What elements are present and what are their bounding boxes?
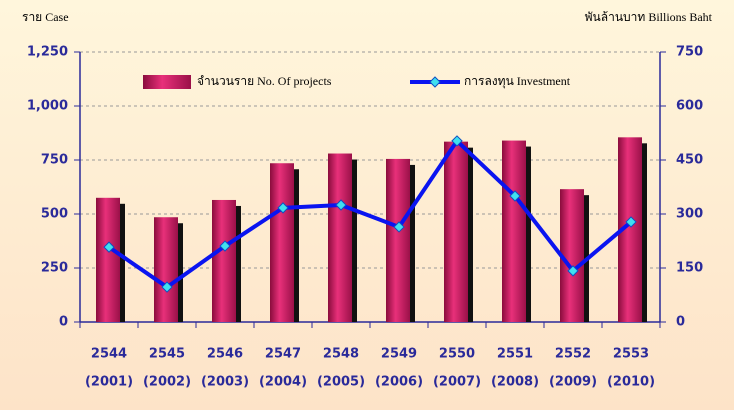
y2-tick-label: 600 bbox=[676, 99, 703, 114]
x-tick-label: (2007) bbox=[433, 375, 481, 390]
line-marker bbox=[567, 265, 579, 277]
x-tick-label: (2008) bbox=[491, 375, 539, 390]
bar bbox=[328, 153, 352, 322]
y-tick-label: 1,250 bbox=[27, 45, 68, 60]
x-tick-label: 2547 bbox=[265, 347, 301, 362]
y2-tick-label: 0 bbox=[676, 315, 685, 330]
y-tick-label: 1,000 bbox=[27, 99, 68, 114]
x-tick-label: (2005) bbox=[317, 375, 365, 390]
x-tick-label: 2546 bbox=[207, 347, 243, 362]
line-marker bbox=[625, 216, 637, 228]
y2-tick-label: 450 bbox=[676, 153, 703, 168]
bar bbox=[444, 141, 468, 322]
bar bbox=[154, 217, 178, 322]
x-tick-label: 2545 bbox=[149, 347, 185, 362]
x-tick-label: 2544 bbox=[91, 347, 127, 362]
y-tick-label: 750 bbox=[41, 153, 68, 168]
y2-tick-label: 300 bbox=[676, 207, 703, 222]
x-tick-label: (2002) bbox=[143, 375, 191, 390]
bar bbox=[96, 197, 120, 322]
y-tick-label: 500 bbox=[41, 207, 68, 222]
line-marker bbox=[161, 281, 173, 293]
bar bbox=[560, 189, 584, 322]
line-marker bbox=[277, 202, 289, 214]
bar bbox=[270, 163, 294, 322]
legend-swatch bbox=[143, 75, 191, 89]
line-marker bbox=[335, 199, 347, 211]
y-tick-label: 0 bbox=[59, 315, 68, 330]
x-tick-label: 2553 bbox=[613, 347, 649, 362]
y2-tick-label: 150 bbox=[676, 261, 703, 276]
x-tick-label: (2001) bbox=[85, 375, 133, 390]
bar bbox=[212, 199, 236, 322]
line-marker bbox=[451, 135, 463, 147]
y2-tick-label: 750 bbox=[676, 45, 703, 60]
x-tick-label: (2006) bbox=[375, 375, 423, 390]
x-tick-label: (2010) bbox=[607, 375, 655, 390]
x-tick-label: 2551 bbox=[497, 347, 533, 362]
x-tick-label: 2552 bbox=[555, 347, 591, 362]
x-tick-label: (2009) bbox=[549, 375, 597, 390]
line-marker bbox=[103, 241, 115, 253]
x-tick-label: (2003) bbox=[201, 375, 249, 390]
line-marker bbox=[393, 221, 405, 233]
line-marker bbox=[219, 240, 231, 252]
line bbox=[107, 138, 633, 290]
line-marker bbox=[509, 190, 521, 202]
y2-axis-title: พันล้านบาท Billions Baht bbox=[585, 10, 713, 24]
legend-label: จำนวนราย No. Of projects bbox=[197, 74, 332, 88]
y-axis-title: ราย Case bbox=[22, 10, 69, 24]
x-tick-label: 2549 bbox=[381, 347, 417, 362]
x-tick-label: (2004) bbox=[259, 375, 307, 390]
x-tick-label: 2548 bbox=[323, 347, 359, 362]
x-tick-label: 2550 bbox=[439, 347, 475, 362]
legend-marker bbox=[429, 76, 441, 88]
bar bbox=[502, 140, 526, 322]
y-tick-label: 250 bbox=[41, 261, 68, 276]
legend-label: การลงทุน Investment bbox=[464, 74, 571, 89]
bar bbox=[386, 158, 410, 322]
